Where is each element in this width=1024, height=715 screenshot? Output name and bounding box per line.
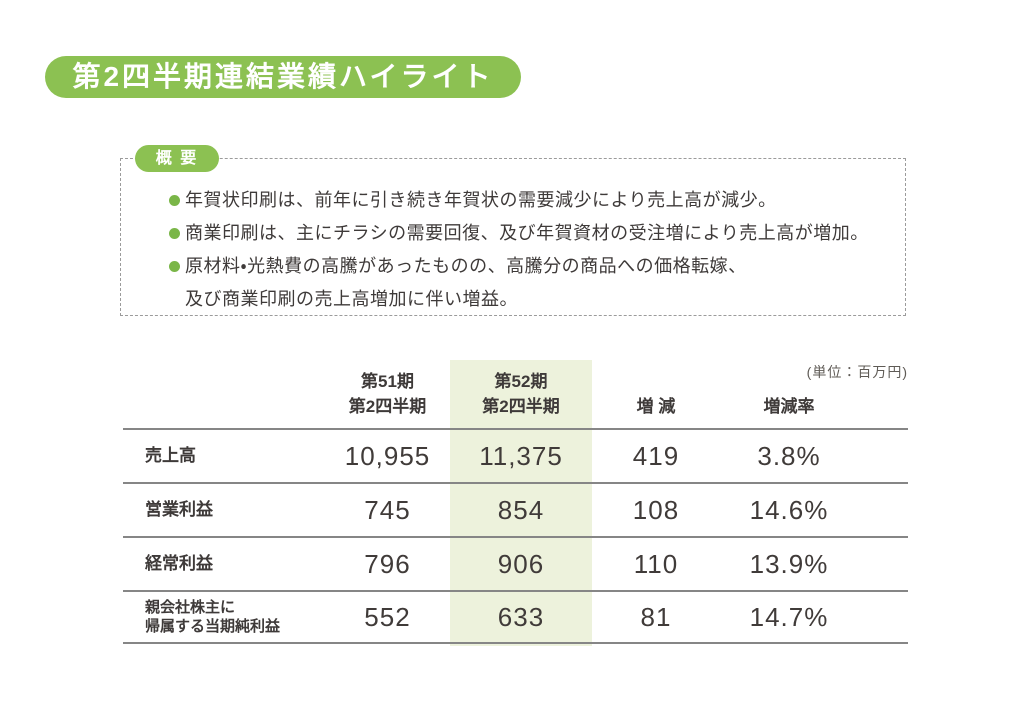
overview-bullet-list: 年賀状印刷は、前年に引き続き年賀状の需要減少により売上高が減少。 商業印刷は、主… — [121, 159, 905, 316]
table-header-row: 第51期 第2四半期 第52期 第2四半期 増 減 増減率 — [123, 360, 908, 428]
value-curr: 11,375 — [479, 440, 563, 471]
bullet-text: 年賀状印刷は、前年に引き続き年賀状の需要減少により売上高が減少。 — [185, 190, 777, 210]
value-change: 108 — [632, 494, 680, 525]
value-prev: 796 — [364, 548, 411, 579]
results-table: 第51期 第2四半期 第52期 第2四半期 増 減 増減率 売上高 10,955… — [123, 360, 908, 644]
header-period-curr-line2: 第2四半期 — [482, 397, 560, 416]
highlight-column-band — [450, 360, 592, 646]
value-change: 81 — [640, 601, 672, 632]
row-label: 売上高 — [145, 446, 196, 465]
value-rate: 3.8% — [757, 440, 821, 471]
table-row: 売上高 10,955 11,375 419 3.8% — [123, 428, 908, 482]
value-prev: 10,955 — [344, 440, 431, 471]
overview-box: 概 要 年賀状印刷は、前年に引き続き年賀状の需要減少により売上高が減少。 商業印… — [120, 145, 906, 316]
value-prev: 552 — [364, 601, 411, 632]
bullet-icon — [169, 195, 180, 206]
table-row: 親会社株主に 帰属する当期純利益 552 633 81 14.7% — [123, 590, 908, 644]
page-title: 第2四半期連結業績ハイライト — [45, 56, 521, 98]
header-period-curr-line1: 第52期 — [494, 372, 548, 391]
value-prev: 745 — [364, 494, 411, 525]
value-rate: 14.6% — [749, 494, 829, 525]
row-label: 親会社株主に 帰属する当期純利益 — [145, 599, 281, 635]
bullet-text: 原材料・光熱費の高騰があったものの、高騰分の商品への価格転嫁、 — [185, 256, 747, 276]
value-curr: 906 — [497, 548, 545, 579]
value-change: 419 — [632, 440, 680, 471]
row-label: 営業利益 — [145, 500, 213, 519]
list-item: 商業印刷は、主にチラシの需要回復、及び年賀資材の受注増により売上高が増加。 — [169, 217, 887, 250]
bullet-icon — [169, 228, 180, 239]
header-period-prev: 第51期 第2四半期 — [325, 369, 450, 428]
bullet-text-continuation: 及び商業印刷の売上高増加に伴い増益。 — [185, 289, 518, 309]
list-item: 原材料・光熱費の高騰があったものの、高騰分の商品への価格転嫁、 及び商業印刷の売… — [169, 250, 887, 316]
value-curr: 633 — [497, 601, 545, 632]
header-rowlabel-spacer — [123, 419, 325, 428]
value-rate: 13.9% — [749, 548, 829, 579]
row-label: 経常利益 — [145, 554, 213, 573]
table-row: 営業利益 745 854 108 14.6% — [123, 482, 908, 536]
value-change: 110 — [633, 548, 679, 579]
table-row: 経常利益 796 906 110 13.9% — [123, 536, 908, 590]
list-item: 年賀状印刷は、前年に引き続き年賀状の需要減少により売上高が減少。 — [169, 184, 887, 217]
header-change: 増 減 — [636, 397, 676, 416]
bullet-icon — [169, 261, 180, 272]
unit-note: (単位：百万円) — [806, 364, 908, 380]
value-rate: 14.7% — [749, 601, 829, 632]
bullet-text: 商業印刷は、主にチラシの需要回復、及び年賀資材の受注増により売上高が増加。 — [185, 223, 869, 243]
overview-label: 概 要 — [135, 145, 219, 172]
header-change-rate: 増減率 — [763, 397, 815, 416]
header-period-prev-line2: 第2四半期 — [348, 397, 427, 416]
header-period-curr: 第52期 第2四半期 — [450, 369, 592, 428]
header-period-prev-line1: 第51期 — [361, 372, 414, 391]
value-curr: 854 — [497, 494, 545, 525]
